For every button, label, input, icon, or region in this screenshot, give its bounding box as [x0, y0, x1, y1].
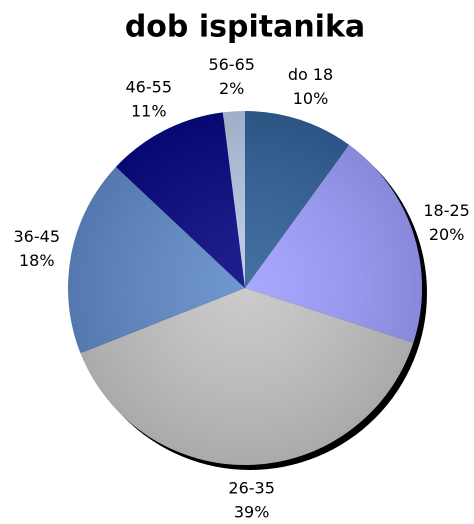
- slice-value-label: 39%: [234, 502, 270, 521]
- slice-value-label: 11%: [131, 102, 167, 121]
- slice-value-label: 2%: [219, 79, 244, 98]
- slice-value-label: 18%: [19, 251, 55, 270]
- slice-value-label: 10%: [293, 89, 329, 108]
- slice-label: do 18: [288, 65, 333, 84]
- pie: [68, 111, 427, 470]
- pie-shading: [68, 111, 422, 465]
- slice-label: 18-25: [423, 201, 470, 220]
- chart-title: dob ispitanika: [125, 10, 365, 45]
- slice-label: 46-55: [126, 78, 173, 97]
- slice-label: 36-45: [14, 227, 61, 246]
- slice-label: 56-65: [208, 55, 255, 74]
- slice-label: 26-35: [228, 478, 275, 497]
- slice-value-label: 20%: [429, 225, 465, 244]
